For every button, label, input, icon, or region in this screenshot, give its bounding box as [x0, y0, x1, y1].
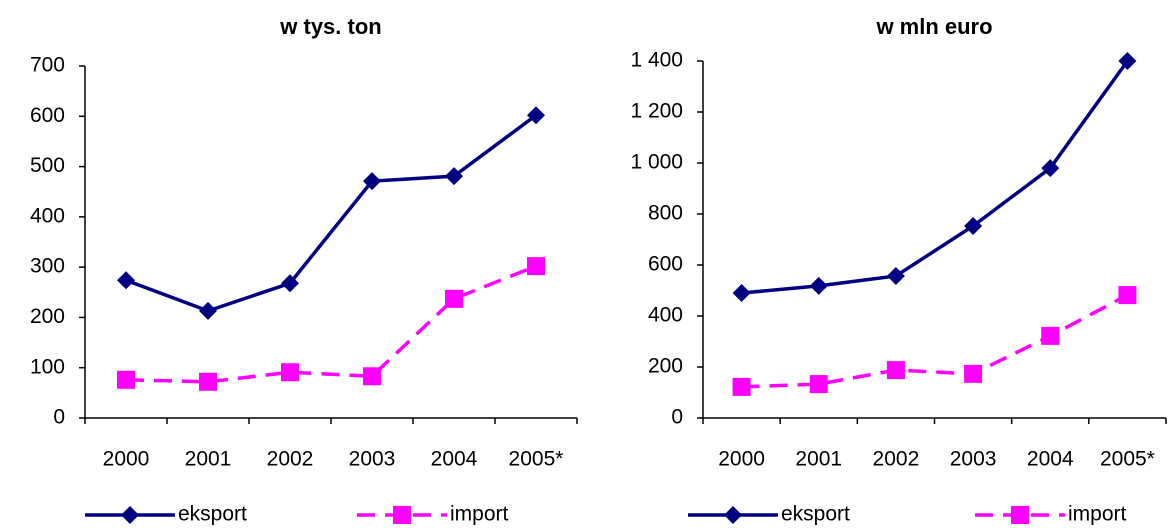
y-tick-label: 200 — [30, 305, 65, 328]
y-tick-label: 600 — [648, 253, 683, 276]
data-point — [527, 257, 545, 276]
y-tick-label: 100 — [30, 355, 65, 378]
series-line — [125, 264, 537, 384]
chart-title: w mln euro — [875, 14, 992, 39]
x-tick-label: 2002 — [267, 448, 314, 471]
legend-marker — [724, 506, 742, 524]
y-tick-label: 1 400 — [630, 49, 683, 72]
x-tick-label: 2003 — [349, 448, 396, 471]
y-tick-label: 1 000 — [630, 151, 683, 174]
legend-label: eksport — [781, 503, 850, 526]
x-tick-label: 2004 — [431, 448, 478, 471]
data-point — [1118, 286, 1137, 305]
y-tick-label: 0 — [53, 406, 65, 429]
data-point — [281, 274, 299, 293]
data-point — [732, 377, 751, 396]
legend-marker — [121, 506, 139, 524]
data-point — [1041, 326, 1060, 345]
y-tick-label: 400 — [30, 204, 65, 227]
legend-marker — [1011, 506, 1029, 524]
legend-marker — [393, 506, 411, 524]
data-point — [363, 367, 381, 386]
data-point — [809, 375, 828, 394]
series-line — [741, 293, 1129, 389]
data-point — [281, 363, 299, 382]
x-tick-label: 2003 — [950, 448, 997, 471]
legend-label: import — [1068, 503, 1127, 526]
series-line — [741, 59, 1129, 295]
data-point — [445, 167, 463, 186]
x-tick-label: 2005* — [509, 448, 564, 471]
legend-label: eksport — [178, 503, 247, 526]
y-tick-label: 700 — [30, 54, 65, 77]
y-tick-label: 400 — [648, 304, 683, 327]
data-point — [1118, 52, 1137, 70]
data-point — [886, 266, 905, 285]
data-point — [527, 106, 545, 125]
chart-title: w tys. ton — [279, 14, 381, 39]
x-tick-label: 2000 — [718, 448, 765, 471]
x-tick-label: 2002 — [873, 448, 920, 471]
data-point — [199, 301, 217, 320]
x-tick-label: 2001 — [795, 448, 842, 471]
data-point — [809, 276, 828, 295]
data-point — [964, 216, 983, 235]
data-point — [363, 172, 381, 191]
data-point — [445, 289, 463, 308]
x-tick-label: 2004 — [1027, 448, 1074, 471]
y-tick-label: 1 200 — [630, 100, 683, 123]
y-tick-label: 500 — [30, 154, 65, 177]
data-point — [732, 284, 751, 303]
data-point — [117, 271, 135, 290]
x-tick-label: 2000 — [103, 448, 150, 471]
x-tick-label: 2001 — [185, 448, 232, 471]
y-tick-label: 0 — [671, 406, 683, 429]
data-point — [1041, 159, 1060, 178]
series-line — [125, 113, 538, 313]
data-point — [964, 364, 983, 383]
data-point — [117, 370, 135, 389]
y-tick-label: 600 — [30, 104, 65, 127]
data-point — [886, 361, 905, 380]
legend-label: import — [450, 503, 509, 526]
y-tick-label: 800 — [648, 202, 683, 225]
x-tick-label: 2005* — [1100, 448, 1155, 471]
y-tick-label: 300 — [30, 255, 65, 278]
y-tick-label: 200 — [648, 355, 683, 378]
data-point — [199, 372, 217, 391]
